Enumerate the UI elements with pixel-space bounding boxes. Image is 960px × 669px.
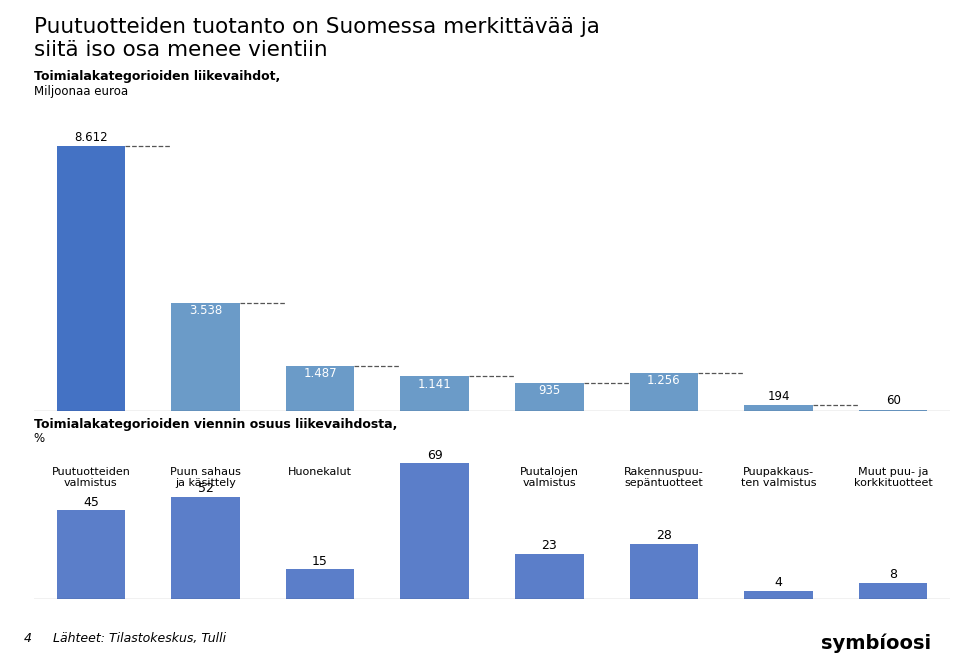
Text: 15: 15: [312, 555, 328, 568]
Bar: [400, 377, 469, 411]
Text: 8: 8: [889, 569, 897, 581]
Text: 28: 28: [656, 529, 672, 542]
Bar: [515, 553, 584, 599]
Text: %: %: [34, 432, 45, 445]
Text: symbíoosi: symbíoosi: [821, 634, 931, 654]
Text: Toimialakategorioiden liikevaihdot,: Toimialakategorioiden liikevaihdot,: [34, 70, 280, 83]
Text: 1.487: 1.487: [303, 367, 337, 380]
Text: siitä iso osa menee vientiin: siitä iso osa menee vientiin: [34, 40, 327, 60]
Bar: [744, 405, 813, 411]
Bar: [744, 591, 813, 599]
Text: 1.256: 1.256: [647, 375, 681, 387]
Text: Toimialakategorioiden viennin osuus liikevaihdosta,: Toimialakategorioiden viennin osuus liik…: [34, 418, 397, 431]
Bar: [630, 544, 698, 599]
Bar: [57, 147, 125, 411]
Text: Puutuotteiden
valmistus: Puutuotteiden valmistus: [52, 467, 131, 488]
Bar: [630, 373, 698, 411]
Text: Puutalojen
valmistus: Puutalojen valmistus: [519, 467, 579, 488]
Text: Puutuotteiden tuotanto on Suomessa merkittävää ja: Puutuotteiden tuotanto on Suomessa merki…: [34, 17, 599, 37]
Bar: [171, 496, 240, 599]
Text: 60: 60: [886, 394, 900, 407]
Bar: [57, 510, 125, 599]
Text: 4: 4: [775, 576, 782, 589]
Text: Miljoonaa euroa: Miljoonaa euroa: [34, 85, 128, 98]
Bar: [858, 583, 927, 599]
Bar: [286, 569, 354, 599]
Bar: [171, 302, 240, 411]
Bar: [515, 383, 584, 411]
Text: 52: 52: [198, 482, 213, 495]
Text: 45: 45: [83, 496, 99, 508]
Text: Puupakkaus-
ten valmistus: Puupakkaus- ten valmistus: [741, 467, 816, 488]
Text: 23: 23: [541, 539, 557, 552]
Text: 69: 69: [427, 449, 443, 462]
Text: 8.612: 8.612: [74, 131, 108, 144]
Text: 935: 935: [539, 384, 561, 397]
Text: Huonekalut: Huonekalut: [288, 467, 352, 477]
Bar: [286, 366, 354, 411]
Text: 4: 4: [24, 632, 32, 645]
Text: 3.538: 3.538: [189, 304, 222, 317]
Text: Puulevyjen
valmistus: Puulevyjen valmistus: [404, 467, 466, 488]
Text: 194: 194: [767, 390, 790, 403]
Text: Rakennuspuu-
sepäntuotteet: Rakennuspuu- sepäntuotteet: [624, 467, 704, 488]
Bar: [400, 463, 469, 599]
Bar: [858, 409, 927, 411]
Text: Lähteet: Tilastokeskus, Tulli: Lähteet: Tilastokeskus, Tulli: [53, 632, 226, 645]
Text: Muut puu- ja
korkkituotteet: Muut puu- ja korkkituotteet: [853, 467, 932, 488]
Text: Puun sahaus
ja käsittely: Puun sahaus ja käsittely: [170, 467, 241, 488]
Text: 1.141: 1.141: [418, 378, 451, 391]
